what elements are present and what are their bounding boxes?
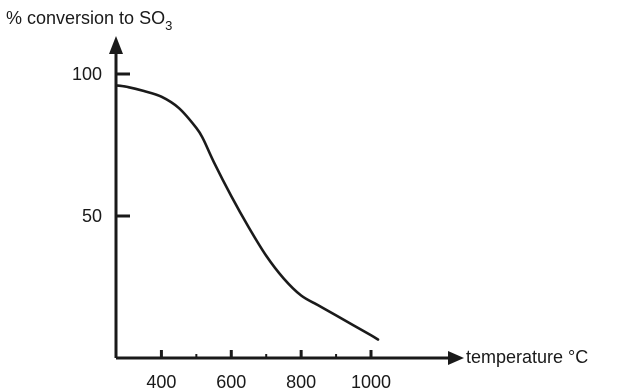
y-axis-label-subscript: 3	[165, 18, 172, 33]
y-tick-label: 50	[82, 206, 102, 226]
x-axis-label: temperature °C	[466, 347, 588, 367]
y-axis-label-main: % conversion to SO	[6, 8, 165, 28]
ticks	[116, 72, 373, 358]
x-tick-label: 800	[286, 372, 316, 390]
tick-labels: 400 600 800 1000 50 100	[72, 64, 391, 390]
axes	[109, 36, 464, 365]
y-tick-label: 100	[72, 64, 102, 84]
y-axis-label: % conversion to SO3	[6, 8, 172, 33]
y-axis-arrow	[109, 36, 123, 54]
x-axis-arrow	[448, 351, 464, 365]
x-tick-label: 400	[146, 372, 176, 390]
x-tick-label: 1000	[351, 372, 391, 390]
series-line	[114, 84, 380, 341]
x-tick-label: 600	[216, 372, 246, 390]
